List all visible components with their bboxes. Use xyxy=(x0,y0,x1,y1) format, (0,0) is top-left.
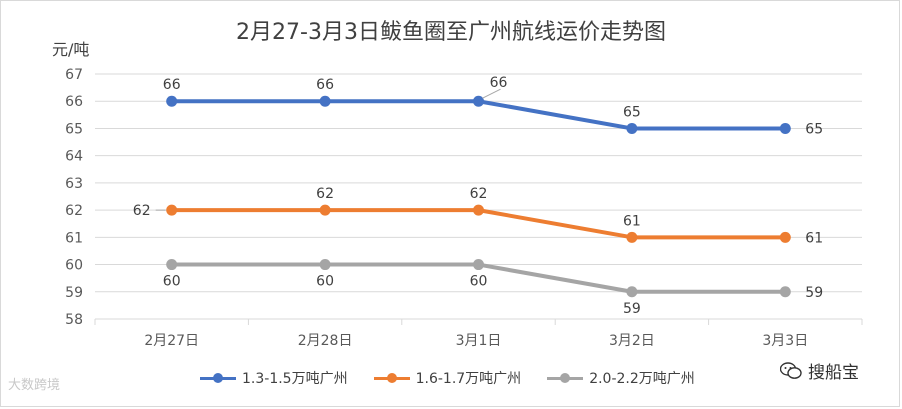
y-tick-label: 67 xyxy=(65,67,83,83)
data-label: 65 xyxy=(805,121,823,137)
legend-label: 2.0-2.2万吨广州 xyxy=(589,371,695,387)
legend-swatch xyxy=(200,373,236,383)
legend-swatch xyxy=(373,373,410,383)
legend-swatch xyxy=(547,373,584,383)
data-label: 65 xyxy=(623,104,641,120)
leader-line xyxy=(482,88,501,99)
data-label: 62 xyxy=(316,186,334,202)
chart-title: 2月27-3月3日鲅鱼圈至广州航线运价走势图 xyxy=(236,20,666,45)
data-point xyxy=(626,231,638,243)
data-point xyxy=(166,259,178,271)
legend-label: 1.6-1.7万吨广州 xyxy=(415,371,522,387)
x-tick-label: 3月3日 xyxy=(762,333,808,349)
data-label: 59 xyxy=(805,285,823,301)
y-axis-unit-label: 元/吨 xyxy=(52,40,90,59)
data-label: 66 xyxy=(490,75,508,91)
y-tick-label: 64 xyxy=(65,149,83,165)
x-tick-label: 3月2日 xyxy=(609,333,655,349)
y-tick-label: 66 xyxy=(65,94,83,110)
data-point xyxy=(779,231,791,243)
data-label: 66 xyxy=(316,77,334,93)
x-tick-label: 2月28日 xyxy=(298,333,353,349)
chart-legend: 1.3-1.5万吨广州 1.6-1.7万吨广州 2.0-2.2万吨广州 xyxy=(200,368,721,388)
y-tick-label: 59 xyxy=(65,285,83,301)
data-point xyxy=(626,286,638,298)
data-point xyxy=(166,95,178,107)
y-tick-label: 61 xyxy=(65,230,83,246)
data-point xyxy=(779,122,791,134)
data-point xyxy=(473,204,484,216)
wechat-icon xyxy=(780,361,802,380)
data-label: 62 xyxy=(133,203,151,219)
data-point xyxy=(626,122,638,134)
watermark-right-text: 搜船宝 xyxy=(808,363,859,383)
x-tick-label: 3月1日 xyxy=(456,333,502,349)
data-point xyxy=(473,259,484,271)
legend-item: 1.6-1.7万吨广州 xyxy=(373,368,522,388)
data-label: 61 xyxy=(623,213,641,229)
y-tick-label: 58 xyxy=(65,312,83,328)
legend-label: 1.3-1.5万吨广州 xyxy=(242,371,348,387)
data-point xyxy=(319,259,331,271)
watermark-left-text: 大数跨境 xyxy=(8,378,61,393)
data-point xyxy=(319,95,331,107)
data-point xyxy=(779,286,791,298)
data-point xyxy=(166,204,178,216)
data-label: 59 xyxy=(623,301,641,317)
watermark-left: 大数跨境 xyxy=(8,374,60,393)
data-label: 60 xyxy=(163,274,181,290)
watermark-right: 搜船宝 xyxy=(780,358,859,383)
y-tick-label: 63 xyxy=(65,176,83,192)
legend-item: 2.0-2.2万吨广州 xyxy=(547,368,695,388)
y-tick-label: 60 xyxy=(65,258,83,274)
y-tick-label: 65 xyxy=(65,121,83,137)
data-label: 60 xyxy=(470,274,488,290)
x-tick-label: 2月27日 xyxy=(144,333,199,349)
data-point xyxy=(319,204,331,216)
y-tick-label: 62 xyxy=(65,203,83,219)
legend-item: 1.3-1.5万吨广州 xyxy=(200,368,348,388)
data-point xyxy=(473,95,484,107)
data-label: 62 xyxy=(470,186,488,202)
data-label: 61 xyxy=(805,230,823,246)
data-label: 60 xyxy=(316,274,334,290)
data-label: 66 xyxy=(163,77,181,93)
